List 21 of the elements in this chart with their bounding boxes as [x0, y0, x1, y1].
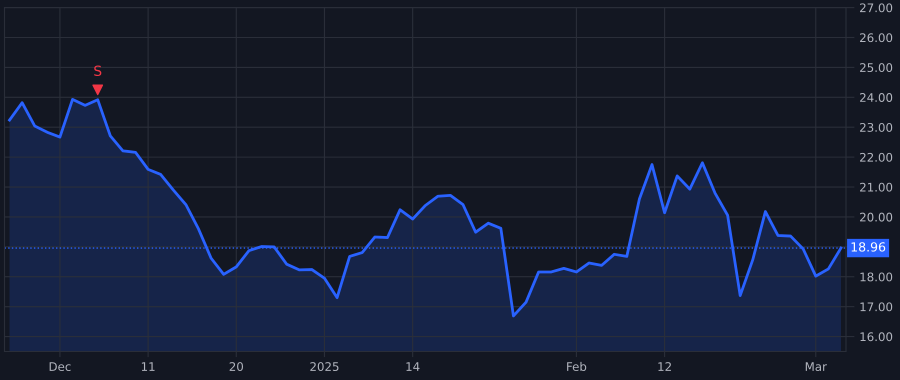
- y-tick-label: 20.00: [860, 212, 892, 222]
- y-tick-label: 18.00: [860, 272, 892, 282]
- series-label: S: [94, 66, 102, 76]
- y-tick-label: 22.00: [860, 152, 892, 162]
- x-tick-label: 2025: [310, 362, 338, 372]
- x-tick-label: Dec: [50, 362, 71, 372]
- y-tick-label: 16.00: [860, 332, 892, 342]
- x-tick-label: 12: [658, 362, 671, 371]
- x-tick-label: 14: [406, 362, 420, 371]
- ref-line-label: 18.96: [852, 242, 886, 252]
- x-tick-label: Mar: [806, 362, 827, 372]
- y-tick-label: 17.00: [860, 302, 892, 312]
- x-tick-label: 11: [142, 362, 155, 371]
- x-tick-label: 20: [230, 362, 244, 372]
- y-tick-label: 21.00: [860, 182, 892, 192]
- y-tick-label: 27.00: [860, 3, 892, 12]
- y-tick-label: 26.00: [860, 33, 892, 42]
- y-tick-label: 24.00: [860, 93, 892, 102]
- y-tick-label: 23.00: [860, 122, 892, 132]
- y-tick-label: 25.00: [860, 63, 892, 72]
- x-tick-label: Feb: [567, 362, 586, 372]
